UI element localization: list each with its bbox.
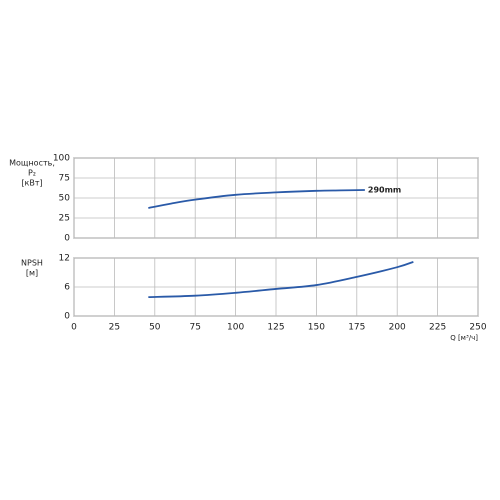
y-tick-label: 25 (59, 214, 70, 224)
x-tick-label: 225 (429, 323, 446, 333)
x-tick-label: 125 (267, 323, 284, 333)
x-tick-label: 250 (469, 323, 486, 333)
x-tick-label: 100 (227, 323, 244, 333)
x-tick-label: 75 (189, 323, 200, 333)
y-tick-label: 0 (64, 312, 70, 322)
y-tick-label: 100 (53, 154, 70, 164)
x-tick-label: 175 (348, 323, 365, 333)
series-label: 290mm (368, 186, 401, 195)
x-axis-label: Q [м³/ч] (450, 334, 478, 342)
y-axis-label: NPSH (21, 259, 43, 268)
x-tick-label: 0 (71, 323, 77, 333)
y-tick-label: 6 (64, 283, 70, 293)
x-tick-label: 200 (389, 323, 406, 333)
y-tick-label: 50 (59, 194, 71, 204)
y-tick-label: 0 (64, 234, 70, 244)
y-axis-label: [кВт] (21, 179, 42, 188)
x-tick-label: 150 (308, 323, 325, 333)
y-tick-label: 12 (59, 254, 70, 264)
x-tick-label: 25 (109, 323, 120, 333)
y-axis-label: P₂ (28, 169, 36, 178)
y-tick-label: 75 (59, 174, 70, 184)
x-tick-label: 50 (149, 323, 161, 333)
line-series (148, 189, 365, 209)
y-axis-label: [м] (26, 269, 38, 278)
line-series (148, 261, 414, 299)
y-axis-label: Мощность, (9, 159, 55, 168)
